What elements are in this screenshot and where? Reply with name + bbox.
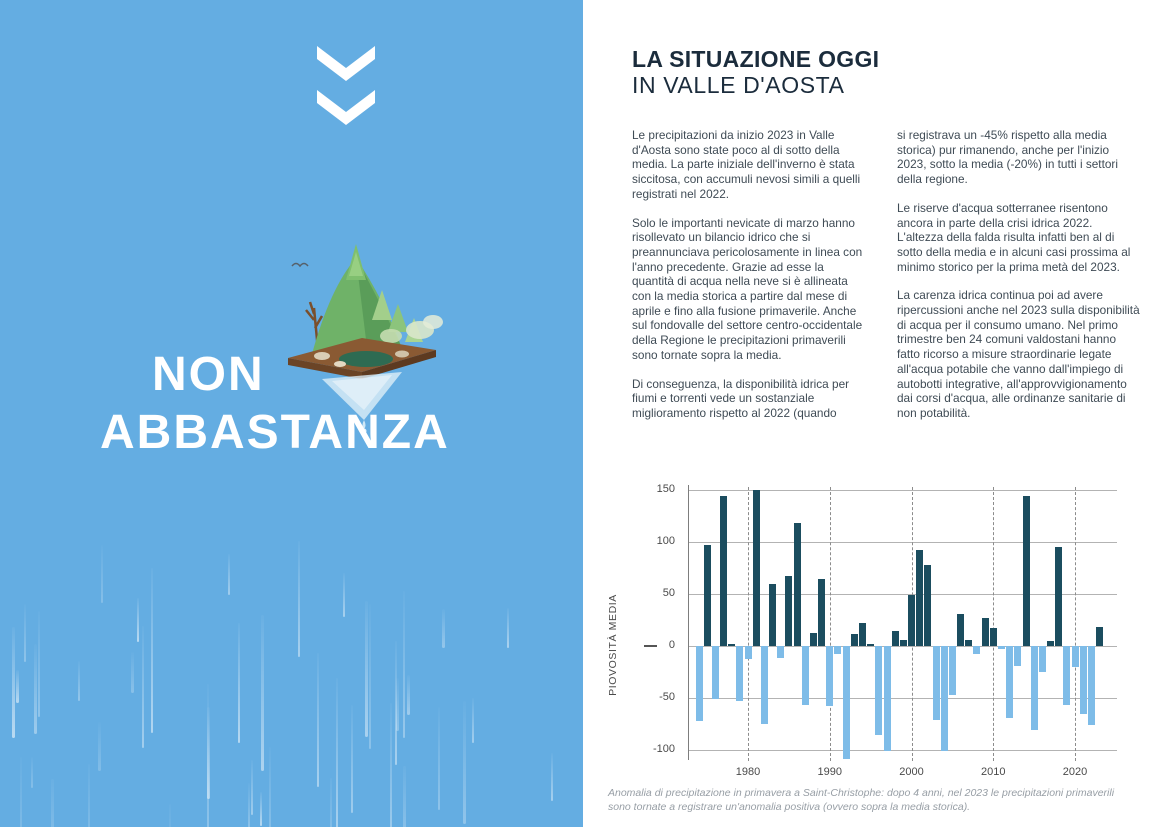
y-axis-tick-label: 100 xyxy=(656,535,675,548)
negative-anomaly-bar xyxy=(842,645,850,759)
negative-anomaly-bar xyxy=(875,645,883,736)
y-axis-line xyxy=(688,485,689,760)
x-axis-tick-label: 2010 xyxy=(981,765,1006,778)
negative-anomaly-bar xyxy=(1063,645,1071,705)
negative-anomaly-bar xyxy=(883,645,891,751)
paragraph: si registrava un -45% rispetto alla medi… xyxy=(897,128,1118,187)
page-title-line-1: LA SITUAZIONE OGGI xyxy=(632,46,880,72)
x-axis-tick-label: 2020 xyxy=(1062,765,1088,778)
paragraph: Le precipitazioni da inizio 2023 in Vall… xyxy=(632,128,861,201)
grid-line-horizontal xyxy=(688,697,1117,699)
negative-anomaly-bar xyxy=(801,645,809,705)
negative-anomaly-bar xyxy=(777,645,785,659)
x-axis-tick-label: 1980 xyxy=(735,765,761,778)
grid-line-vertical xyxy=(993,487,995,761)
positive-anomaly-bar xyxy=(867,643,875,646)
negative-anomaly-bar xyxy=(826,645,834,707)
bird-icon xyxy=(291,262,309,268)
negative-anomaly-bar xyxy=(948,645,956,695)
double-chevron-down-icon xyxy=(317,46,375,125)
negative-anomaly-bar xyxy=(1006,645,1014,719)
paragraph: Solo le importanti nevicate di marzo han… xyxy=(632,215,863,362)
positive-anomaly-bar xyxy=(785,576,793,646)
positive-anomaly-bar xyxy=(752,490,760,646)
grid-line-horizontal xyxy=(688,749,1117,751)
grid-line-horizontal xyxy=(688,645,1117,647)
positive-anomaly-bar xyxy=(965,639,973,646)
positive-anomaly-bar xyxy=(908,595,916,646)
grid-line-horizontal xyxy=(688,593,1117,595)
y-axis-tick-label: 50 xyxy=(662,586,675,599)
positive-anomaly-bar xyxy=(989,628,997,646)
negative-anomaly-bar xyxy=(940,645,948,751)
negative-anomaly-bar xyxy=(973,645,981,655)
y-axis-tick-label: 0 xyxy=(668,638,675,651)
grid-line-vertical xyxy=(748,487,750,761)
negative-anomaly-bar xyxy=(932,645,940,720)
grid-line-horizontal xyxy=(688,542,1117,544)
positive-anomaly-bar xyxy=(769,583,777,646)
text-column-2: si registrava un -45% rispetto alla medi… xyxy=(897,128,1141,421)
x-axis-tick-label: 1990 xyxy=(817,765,843,778)
negative-anomaly-bar xyxy=(695,645,703,721)
paragraph: La carenza idrica continua poi ad avere … xyxy=(897,288,1140,420)
positive-anomaly-bar xyxy=(728,643,736,646)
headline-line-1: NON xyxy=(152,348,265,401)
negative-anomaly-bar xyxy=(736,645,744,701)
positive-anomaly-bar xyxy=(818,579,826,646)
positive-anomaly-bar xyxy=(1047,640,1055,646)
page-title-line-2: IN VALLE D'AOSTA xyxy=(632,72,845,98)
negative-anomaly-bar xyxy=(711,645,719,699)
positive-anomaly-bar xyxy=(703,545,711,646)
positive-anomaly-bar xyxy=(891,631,899,646)
positive-anomaly-bar xyxy=(1055,547,1063,646)
positive-anomaly-bar xyxy=(859,623,866,646)
positive-anomaly-bar xyxy=(981,617,989,646)
negative-anomaly-bar xyxy=(997,645,1005,649)
y-axis-tick-label: 150 xyxy=(656,483,675,496)
positive-anomaly-bar xyxy=(809,633,817,646)
positive-anomaly-bar xyxy=(957,613,965,646)
grid-line-vertical xyxy=(1075,487,1077,761)
negative-anomaly-bar xyxy=(1087,645,1095,725)
grid-line-vertical xyxy=(829,487,831,761)
positive-anomaly-bar xyxy=(793,523,801,646)
paragraph: Di conseguenza, la disponibilità idrica … xyxy=(632,376,850,420)
headline-line-2: ABBASTANZA xyxy=(100,406,450,459)
negative-anomaly-bar xyxy=(1030,645,1038,730)
y-axis-tick-label: -100 xyxy=(652,742,675,755)
negative-anomaly-bar xyxy=(760,645,768,724)
y-axis-tick-label: -50 xyxy=(659,690,675,703)
grid-line-horizontal xyxy=(688,490,1117,492)
x-axis-tick-label: 2000 xyxy=(899,765,924,778)
negative-anomaly-bar xyxy=(1079,645,1087,715)
negative-anomaly-bar xyxy=(744,645,752,660)
negative-anomaly-bar xyxy=(1038,645,1046,672)
positive-anomaly-bar xyxy=(899,639,907,646)
chart-caption: Anomalia di precipitazione in primavera … xyxy=(608,787,1115,813)
negative-anomaly-bar xyxy=(1014,645,1022,666)
positive-anomaly-bar xyxy=(924,564,932,646)
positive-anomaly-bar xyxy=(1022,496,1030,646)
positive-anomaly-bar xyxy=(916,550,924,646)
negative-anomaly-bar xyxy=(1071,645,1079,667)
positive-anomaly-bar xyxy=(720,496,728,646)
text-column-1: Le precipitazioni da inizio 2023 in Vall… xyxy=(632,128,864,421)
positive-anomaly-bar xyxy=(850,634,858,646)
headline: NON ABBASTANZA xyxy=(100,346,490,462)
negative-anomaly-bar xyxy=(834,645,842,655)
zero-axis-tick xyxy=(644,644,657,647)
floating-island-illustration xyxy=(288,244,443,433)
page-title: LA SITUAZIONE OGGI IN VALLE D'AOSTA xyxy=(632,46,879,98)
y-axis-title: PIOVOSITÀ MEDIA xyxy=(607,594,619,696)
paragraph: Le riserve d'acqua sotterranee risentono… xyxy=(897,200,1131,274)
positive-anomaly-bar xyxy=(1096,627,1104,646)
